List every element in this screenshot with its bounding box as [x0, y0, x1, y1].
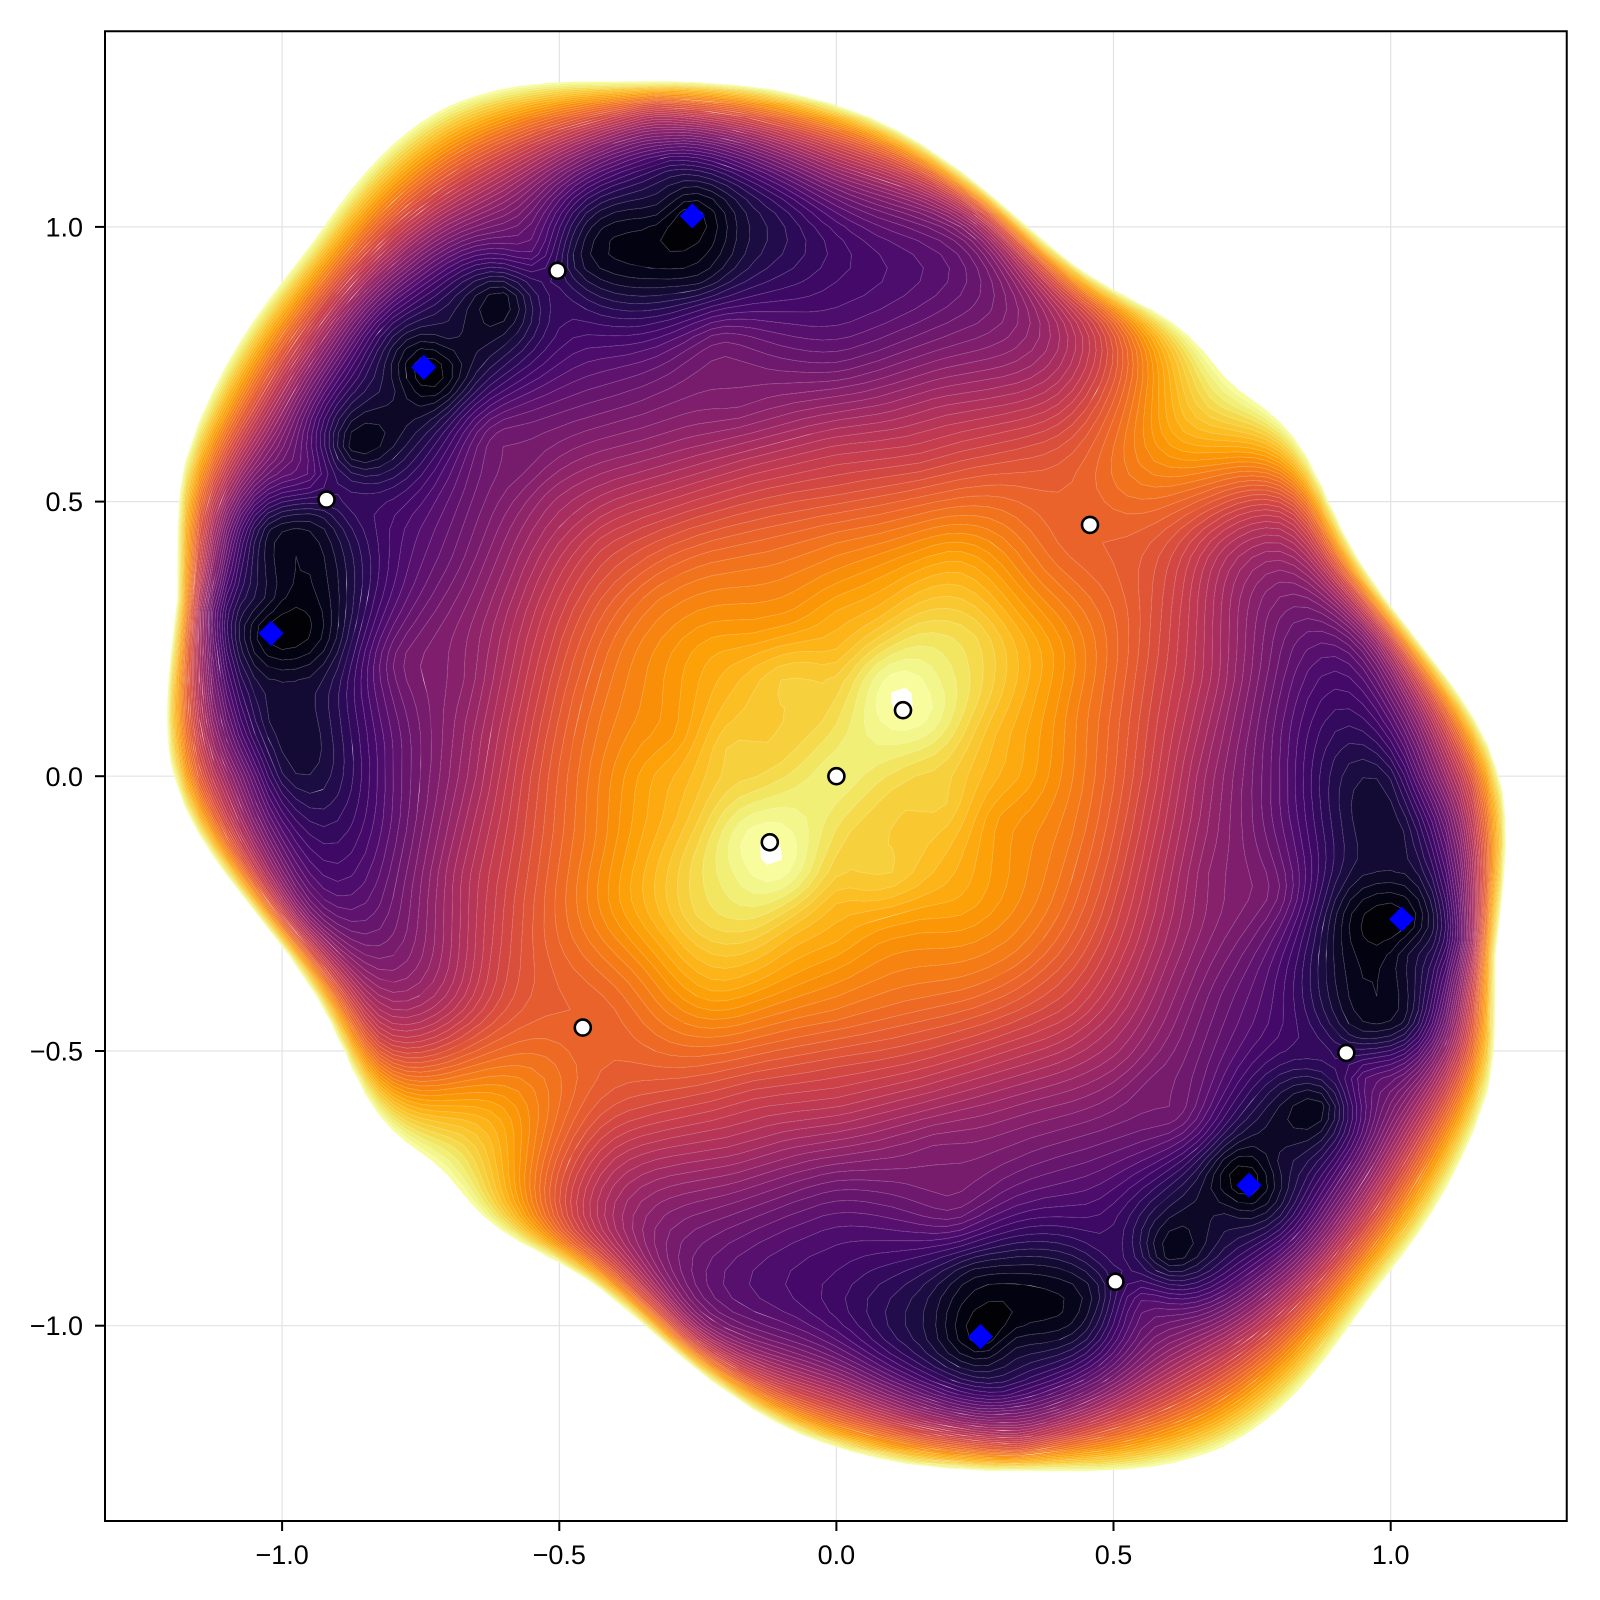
- svg-text:1.0: 1.0: [1372, 1540, 1410, 1570]
- svg-text:−1.0: −1.0: [30, 1311, 83, 1341]
- svg-text:0.0: 0.0: [818, 1540, 856, 1570]
- svg-text:1.0: 1.0: [45, 212, 83, 242]
- svg-text:0.0: 0.0: [45, 762, 83, 792]
- svg-text:−0.5: −0.5: [30, 1037, 83, 1067]
- svg-text:−1.0: −1.0: [255, 1540, 308, 1570]
- svg-text:0.5: 0.5: [1095, 1540, 1133, 1570]
- svg-text:0.5: 0.5: [45, 487, 83, 517]
- svg-text:−0.5: −0.5: [533, 1540, 586, 1570]
